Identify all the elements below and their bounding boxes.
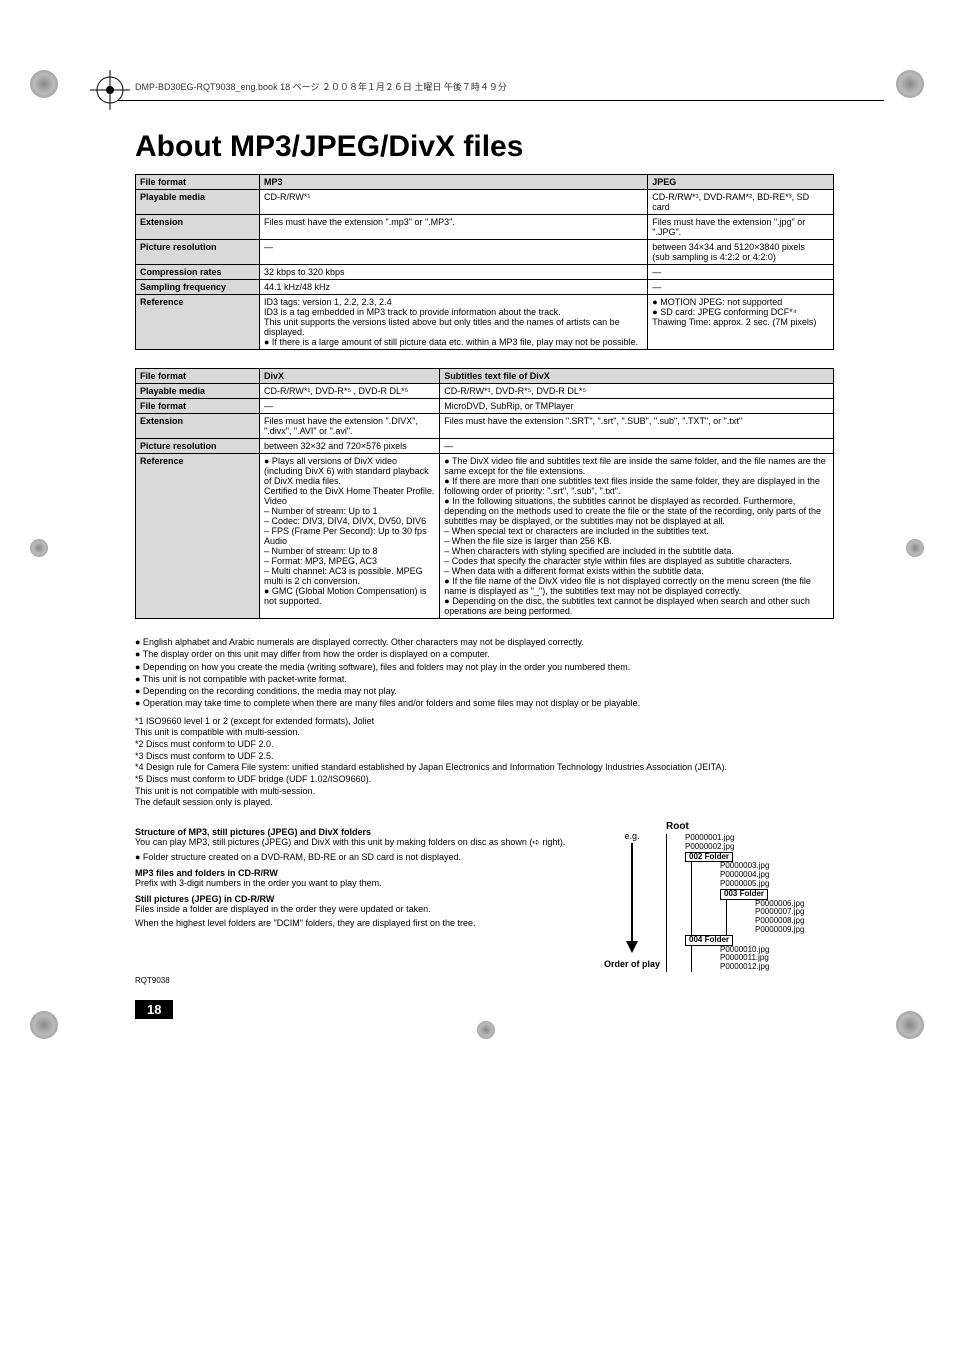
- structure-bullet: ● Folder structure created on a DVD-RAM,…: [135, 852, 592, 862]
- cell: ● MOTION JPEG: not supported ● SD card: …: [648, 295, 834, 350]
- row-label: Playable media: [136, 384, 260, 399]
- table-row: Compression rates 32 kbps to 320 kbps —: [136, 265, 834, 280]
- folder-label: 003 Folder: [720, 889, 768, 900]
- structure-sub2-text: When the highest level folders are "DCIM…: [135, 918, 592, 928]
- row-label: Sampling frequency: [136, 280, 260, 295]
- table-row: Picture resolution between 32×32 and 720…: [136, 439, 834, 454]
- rqt-code: RQT9038: [135, 976, 834, 985]
- table-row: File format — MicroDVD, SubRip, or TMPla…: [136, 399, 834, 414]
- footnote-item: *5 Discs must conform to UDF bridge (UDF…: [135, 774, 834, 809]
- row-label: Picture resolution: [136, 240, 260, 265]
- table-row: Sampling frequency 44.1 kHz/48 kHz —: [136, 280, 834, 295]
- structure-sub2-text: Files inside a folder are displayed in t…: [135, 904, 592, 914]
- structure-text: You can play MP3, still pictures (JPEG) …: [135, 837, 592, 848]
- cell: Files must have the extension ".DIVX", "…: [260, 414, 440, 439]
- cell: ID3 tags: version 1, 2.2, 2.3, 2.4 ID3 i…: [260, 295, 648, 350]
- table-header: Subtitles text file of DivX: [440, 369, 834, 384]
- table-header: File format: [136, 175, 260, 190]
- cell-text: CD-R/RW*¹, DVD-RAM*², BD-RE*³, SD card: [652, 192, 809, 212]
- header-rule: [118, 100, 884, 101]
- table-header: JPEG: [648, 175, 834, 190]
- structure-title: Structure of MP3, still pictures (JPEG) …: [135, 827, 592, 837]
- note-item: ● Depending on the recording conditions,…: [135, 686, 834, 697]
- table-row: Picture resolution — between 34×34 and 5…: [136, 240, 834, 265]
- tree-root-label: Root: [666, 821, 834, 832]
- footnote-item: *2 Discs must conform to UDF 2.0.: [135, 739, 834, 751]
- cell: MicroDVD, SubRip, or TMPlayer: [440, 399, 834, 414]
- footnotes-list: *1 ISO9660 level 1 or 2 (except for exte…: [135, 716, 834, 810]
- crop-mark: [30, 1011, 58, 1039]
- row-label: Compression rates: [136, 265, 260, 280]
- cell: CD-R/RW*¹, DVD-RAM*², BD-RE*³, SD card: [648, 190, 834, 215]
- file-item: P0000012.jpg: [720, 963, 834, 972]
- cell: Files must have the extension ".jpg" or …: [648, 215, 834, 240]
- file-item: P0000002.jpg: [685, 843, 834, 852]
- registration-mark-icon: [90, 70, 130, 110]
- cell: CD-R/RW*¹, DVD-R*⁵, DVD-R DL*⁵: [440, 384, 834, 399]
- table-header: MP3: [260, 175, 648, 190]
- file-item: P0000009.jpg: [755, 926, 834, 935]
- crop-mark: [477, 1021, 495, 1039]
- cell: ● Plays all versions of DivX video (incl…: [260, 454, 440, 619]
- page-title: About MP3/JPEG/DivX files: [135, 130, 834, 164]
- cell: 32 kbps to 320 kbps: [260, 265, 648, 280]
- tree-eg-label: e.g.: [625, 831, 640, 841]
- cell: —: [260, 399, 440, 414]
- table-row: Playable media CD-R/RW*¹ CD-R/RW*¹, DVD-…: [136, 190, 834, 215]
- cell: —: [648, 265, 834, 280]
- table-header: File format: [136, 369, 260, 384]
- structure-sub2-title: Still pictures (JPEG) in CD-R/RW: [135, 894, 592, 904]
- header-meta-text: DMP-BD30EG-RQT9038_eng.book 18 ページ ２００８年…: [135, 80, 507, 93]
- structure-sub1-text: Prefix with 3-digit numbers in the order…: [135, 878, 592, 888]
- cell-text: CD-R/RW*¹: [264, 192, 310, 202]
- file-item: P0000005.jpg: [720, 880, 834, 889]
- page-number: 18: [135, 1000, 173, 1019]
- note-item: ● Depending on how you create the media …: [135, 662, 834, 673]
- row-label: Extension: [136, 215, 260, 240]
- table-row: Extension Files must have the extension …: [136, 215, 834, 240]
- folder-tree-diagram: e.g. Order of play Root P0000001.jpg P00…: [604, 821, 834, 972]
- order-of-play-label: Order of play: [604, 959, 660, 969]
- cell: —: [260, 240, 648, 265]
- cell: Files must have the extension ".mp3" or …: [260, 215, 648, 240]
- cell: CD-R/RW*¹, DVD-R*⁵ , DVD-R DL*⁵: [260, 384, 440, 399]
- down-arrow-icon: [625, 843, 639, 953]
- note-item: ● This unit is not compatible with packe…: [135, 674, 834, 685]
- note-item: ● English alphabet and Arabic numerals a…: [135, 637, 834, 648]
- spec-table-mp3-jpeg: File format MP3 JPEG Playable media CD-R…: [135, 174, 834, 350]
- table-row: Playable media CD-R/RW*¹, DVD-R*⁵ , DVD-…: [136, 384, 834, 399]
- row-label: Playable media: [136, 190, 260, 215]
- row-label: File format: [136, 399, 260, 414]
- row-label: Reference: [136, 454, 260, 619]
- footnote-item: *1 ISO9660 level 1 or 2 (except for exte…: [135, 716, 834, 739]
- table-row: Reference ID3 tags: version 1, 2.2, 2.3,…: [136, 295, 834, 350]
- table-row: Reference ● Plays all versions of DivX v…: [136, 454, 834, 619]
- crop-mark: [896, 70, 924, 98]
- cell: ● The DivX video file and subtitles text…: [440, 454, 834, 619]
- crop-mark: [30, 70, 58, 98]
- row-label: Reference: [136, 295, 260, 350]
- cell: Files must have the extension ".SRT", ".…: [440, 414, 834, 439]
- folder-label: 004 Folder: [685, 935, 733, 946]
- cell: —: [440, 439, 834, 454]
- row-label: Picture resolution: [136, 439, 260, 454]
- cell: 44.1 kHz/48 kHz: [260, 280, 648, 295]
- table-row: Extension Files must have the extension …: [136, 414, 834, 439]
- notes-list: ● English alphabet and Arabic numerals a…: [135, 637, 834, 710]
- spec-table-divx: File format DivX Subtitles text file of …: [135, 368, 834, 619]
- footnote-item: *3 Discs must conform to UDF 2.5.: [135, 751, 834, 763]
- cell: between 32×32 and 720×576 pixels: [260, 439, 440, 454]
- row-label: Extension: [136, 414, 260, 439]
- cell: between 34×34 and 5120×3840 pixels (sub …: [648, 240, 834, 265]
- note-item: ● Operation may take time to complete wh…: [135, 698, 834, 709]
- footnote-item: *4 Design rule for Camera File system: u…: [135, 762, 834, 774]
- table-header: DivX: [260, 369, 440, 384]
- structure-sub1-title: MP3 files and folders in CD-R/RW: [135, 868, 592, 878]
- crop-mark: [896, 1011, 924, 1039]
- cell: —: [648, 280, 834, 295]
- cell: CD-R/RW*¹: [260, 190, 648, 215]
- note-item: ● The display order on this unit may dif…: [135, 649, 834, 660]
